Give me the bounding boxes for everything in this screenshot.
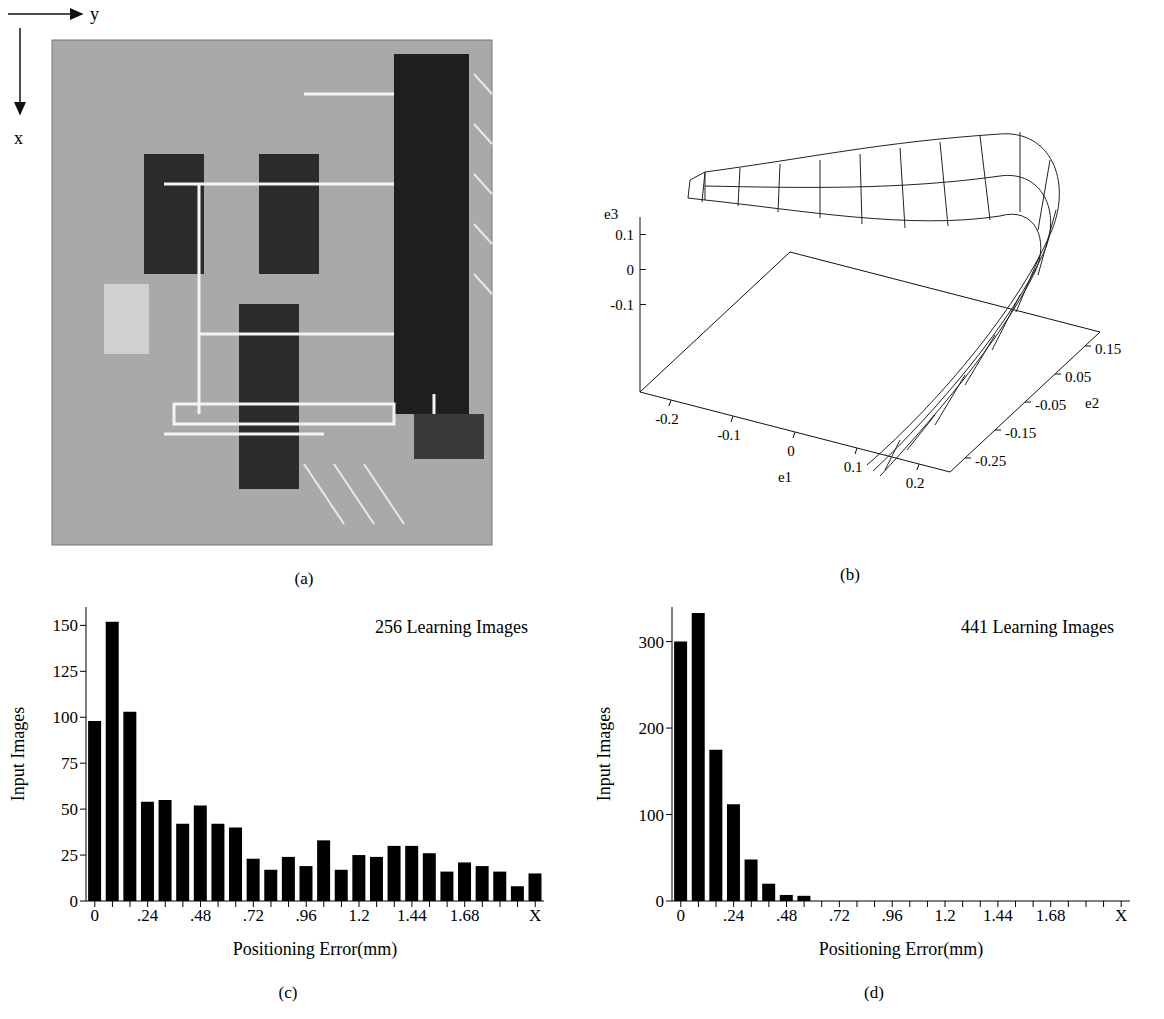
svg-text:0.2: 0.2 [906, 475, 925, 491]
svg-text:x: x [14, 128, 23, 148]
svg-text:-0.2: -0.2 [655, 411, 679, 427]
svg-text:0.1: 0.1 [615, 227, 634, 243]
svg-text:-0.1: -0.1 [717, 427, 741, 443]
svg-text:1.68: 1.68 [450, 906, 480, 925]
svg-text:0: 0 [91, 906, 100, 925]
svg-text:.24: .24 [137, 906, 159, 925]
svg-text:100: 100 [639, 806, 665, 825]
svg-text:0: 0 [627, 262, 635, 278]
svg-text:150: 150 [53, 616, 79, 635]
svg-text:Positioning Error(mm): Positioning Error(mm) [233, 939, 398, 960]
svg-text:.48: .48 [776, 906, 797, 925]
svg-text:200: 200 [639, 719, 665, 738]
svg-text:e1: e1 [778, 469, 792, 485]
svg-text:Input Images: Input Images [8, 707, 28, 801]
svg-text:125: 125 [53, 662, 79, 681]
svg-text:75: 75 [61, 754, 78, 773]
svg-text:e2: e2 [1085, 395, 1099, 411]
svg-text:.24: .24 [723, 906, 745, 925]
svg-text:-0.15: -0.15 [1005, 425, 1036, 441]
svg-text:.72: .72 [829, 906, 850, 925]
svg-text:0.1: 0.1 [844, 459, 863, 475]
svg-text:.96: .96 [296, 906, 317, 925]
svg-text:(a): (a) [295, 569, 314, 588]
svg-text:X: X [529, 906, 541, 925]
svg-text:y: y [90, 4, 99, 24]
html-text:(d): (d) [864, 983, 884, 1002]
svg-text:1.2: 1.2 [934, 906, 955, 925]
svg-text:1.44: 1.44 [397, 906, 427, 925]
svg-text:0: 0 [656, 892, 665, 911]
svg-text:0.15: 0.15 [1095, 341, 1121, 357]
svg-text:300: 300 [639, 633, 665, 652]
html-text:441 Learning Images: 441 Learning Images [961, 617, 1114, 637]
svg-text:25: 25 [61, 846, 78, 865]
svg-text:1.2: 1.2 [348, 906, 369, 925]
svg-text:X: X [1115, 906, 1127, 925]
svg-text:Positioning Error(mm): Positioning Error(mm) [819, 939, 984, 960]
svg-text:(b): (b) [840, 565, 860, 584]
svg-text:.72: .72 [243, 906, 264, 925]
svg-text:-0.1: -0.1 [610, 297, 634, 313]
html-text:256 Learning Images: 256 Learning Images [375, 617, 528, 637]
svg-text:.48: .48 [190, 906, 211, 925]
svg-text:Input Images: Input Images [594, 707, 614, 801]
svg-text:1.44: 1.44 [983, 906, 1013, 925]
html-text:(c): (c) [278, 983, 298, 1002]
svg-text:e3: e3 [604, 206, 618, 222]
svg-text:1.68: 1.68 [1036, 906, 1066, 925]
svg-text:.96: .96 [882, 906, 903, 925]
svg-text:-0.25: -0.25 [975, 453, 1006, 469]
svg-text:0: 0 [787, 443, 795, 459]
svg-text:0: 0 [677, 906, 686, 925]
svg-text:100: 100 [53, 708, 79, 727]
svg-text:0.05: 0.05 [1065, 369, 1091, 385]
svg-text:0: 0 [70, 892, 79, 911]
svg-text:-0.05: -0.05 [1035, 397, 1066, 413]
svg-text:50: 50 [61, 800, 78, 819]
